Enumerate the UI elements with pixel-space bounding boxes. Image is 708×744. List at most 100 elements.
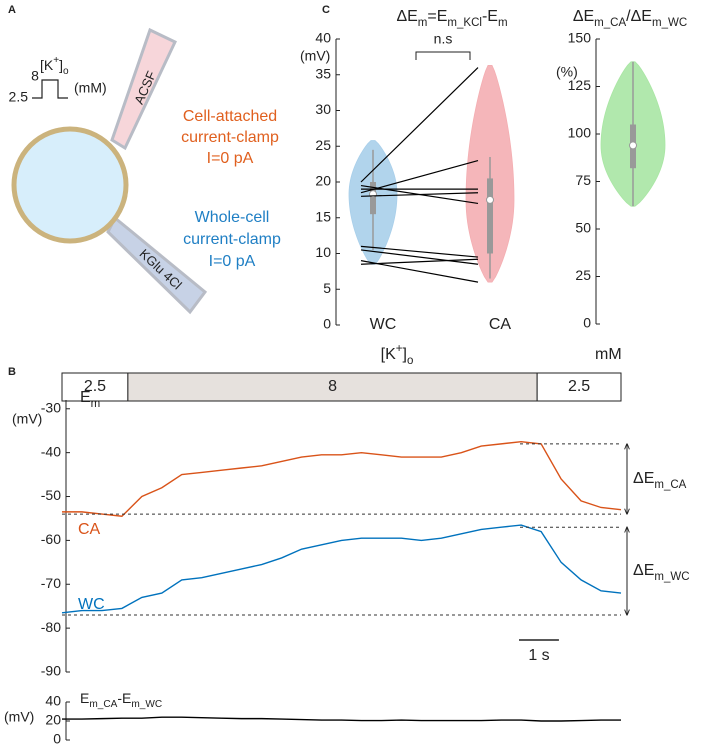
- unit-label: mM: [595, 346, 622, 363]
- series-label: CA: [78, 521, 101, 538]
- chart-title-part: m: [418, 17, 428, 29]
- y-tick-label: 0: [323, 316, 331, 332]
- pair-line: [360, 159, 479, 194]
- chart-title-part: ]: [403, 346, 407, 363]
- y-tick-label: 40: [315, 30, 331, 46]
- y-unit: (mV): [4, 709, 34, 725]
- stimulus-glyph: [32, 79, 68, 99]
- stimulus-unit: (mM): [74, 80, 107, 96]
- y-tick-label: -60: [41, 531, 61, 547]
- category-label: WC: [370, 316, 397, 333]
- median: [486, 195, 494, 204]
- y-label-part: E: [80, 690, 89, 706]
- delta-label-part: ΔE: [633, 562, 654, 579]
- chart-title-part: m_CA: [594, 17, 626, 29]
- chart-title-part: =E: [427, 8, 447, 25]
- y-tick-label: -80: [41, 619, 61, 635]
- delta-label-part: m_CA: [654, 479, 686, 491]
- y-tick-label: 20: [45, 712, 61, 728]
- y-tick-label: 15: [315, 208, 331, 224]
- recording-label: I=0 pA: [209, 253, 256, 270]
- y-label-part: m: [91, 398, 101, 410]
- recording-label: current-clamp: [181, 129, 279, 146]
- box: [487, 178, 493, 254]
- chart-title-part: +: [396, 343, 403, 355]
- y-tick-label: 150: [568, 30, 592, 46]
- stimulus-segment: [127, 372, 538, 402]
- delta-label: ΔEm_WC: [633, 562, 690, 583]
- y-label: Em_CA-Em_WC: [80, 690, 162, 710]
- panel-label: B: [8, 366, 16, 378]
- y-tick-label: 0: [583, 315, 591, 331]
- pair-line: [360, 67, 479, 183]
- chart-title-part: -E: [482, 8, 498, 25]
- chart-title: ΔEm=Em_KCl-Em: [396, 8, 507, 29]
- y-tick-label: 25: [315, 137, 331, 153]
- y-label: (mV): [300, 48, 330, 64]
- y-tick-label: 30: [315, 101, 331, 117]
- segment-label: 2.5: [84, 378, 106, 395]
- y-tick-label: 40: [45, 693, 61, 709]
- chart-title: ΔEm_CA/ΔEm_WC: [573, 8, 687, 29]
- pair-line: [360, 192, 479, 197]
- category-label: CA: [489, 316, 512, 333]
- y-label: Em: [80, 389, 100, 410]
- y-tick-label: -70: [41, 575, 61, 591]
- pair-line: [360, 260, 479, 283]
- y-tick-label: 0: [53, 731, 61, 744]
- y-label-part: m_WC: [131, 699, 162, 710]
- y-tick-label: 5: [323, 280, 331, 296]
- pair-line: [360, 249, 479, 265]
- stimulus-label-part: [K: [40, 57, 54, 73]
- panel-label: A: [8, 4, 16, 16]
- y-tick-label: 50: [575, 220, 591, 236]
- stimulus-label-part: +: [53, 55, 59, 66]
- stimulus-label-part: o: [63, 66, 69, 77]
- delta-label: ΔEm_CA: [633, 470, 687, 491]
- scale-bar-label: 1 s: [528, 647, 549, 664]
- chart-title-part: o: [407, 355, 413, 367]
- recording-label: Cell-attached: [183, 108, 277, 125]
- recording-label: I=0 pA: [207, 150, 254, 167]
- y-tick-label: 75: [575, 172, 591, 188]
- pair-line: [360, 245, 479, 258]
- y-tick-label: 125: [568, 77, 592, 93]
- stimulus-segment: [536, 372, 622, 402]
- y-unit: (mV): [12, 411, 42, 427]
- cell: [11, 126, 129, 244]
- trace: [62, 716, 621, 722]
- y-label: (%): [556, 64, 578, 80]
- chart-title-part: m: [498, 17, 508, 29]
- y-label-part: E: [80, 389, 91, 406]
- chart-title-part: ΔE: [573, 8, 594, 25]
- pipette-top: [110, 27, 177, 151]
- y-tick-label: -50: [41, 487, 61, 503]
- chart-title-part: m_WC: [652, 17, 687, 29]
- segment-label: 8: [328, 378, 337, 395]
- chart-title-part: /ΔE: [626, 8, 652, 25]
- y-label-part: m_CA: [89, 699, 117, 710]
- stimulus-level: 2.5: [9, 89, 29, 105]
- y-tick-label: 100: [568, 125, 592, 141]
- stimulus-segment: [61, 372, 129, 402]
- y-tick-label: 35: [315, 65, 331, 81]
- stimulus-label-part: ]: [59, 57, 63, 73]
- y-tick-label: 25: [575, 267, 591, 283]
- panel-label: C: [322, 4, 330, 16]
- y-tick-label: -40: [41, 443, 61, 459]
- series-label: WC: [78, 596, 105, 613]
- chart-title-part: [K: [381, 346, 396, 363]
- significance-label: n.s: [434, 31, 453, 47]
- y-tick-label: -90: [41, 663, 61, 679]
- stimulus-level: 8: [31, 68, 39, 84]
- segment-label: 2.5: [568, 378, 590, 395]
- chart-title-part: ΔE: [396, 8, 417, 25]
- chart-title: [K+]o: [381, 343, 414, 367]
- y-tick-label: 20: [315, 173, 331, 189]
- chart-title-part: m_KCl: [447, 17, 482, 29]
- y-tick-label: -30: [41, 399, 61, 415]
- delta-label-part: m_WC: [654, 571, 689, 583]
- pair-line: [360, 258, 479, 265]
- recording-label: current-clamp: [183, 231, 281, 248]
